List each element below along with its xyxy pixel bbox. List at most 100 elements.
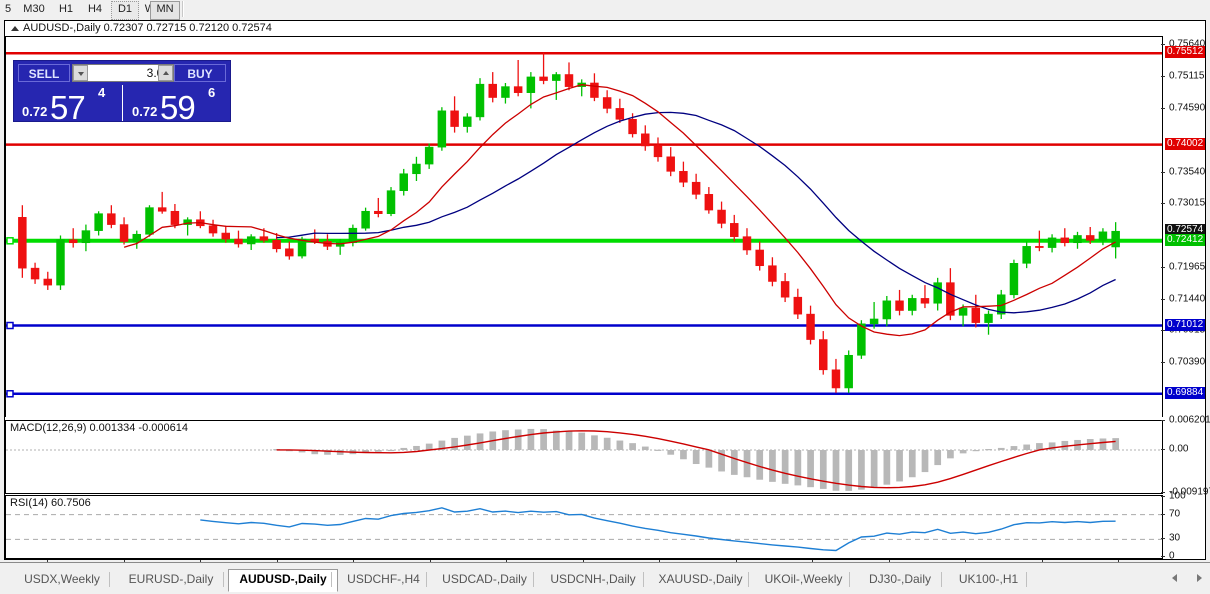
chart-tab-dj30-daily[interactable]: DJ30-,Daily (868, 572, 931, 586)
sell-price-prefix: 0.72 (22, 104, 48, 119)
rsi-tick (1161, 496, 1165, 497)
chart-title: AUDUSD-,Daily 0.72307 0.72715 0.72120 0.… (23, 22, 272, 34)
chevron-up-icon (163, 71, 169, 75)
toolbar-separator (182, 1, 184, 17)
macd-chart (6, 428, 1162, 491)
tab-separator (426, 572, 427, 587)
timeframe-toolbar: 5 M30 H1 H4 D1 W1 MN (0, 0, 1210, 20)
sell-button[interactable]: SELL (18, 64, 70, 82)
price-tick-label: 0.71440 (1169, 293, 1206, 305)
price-tag-red[interactable]: 0.74002 (1165, 137, 1206, 150)
one-click-trading-panel[interactable]: SELL 3.00 BUY 0.72 57 4 0.7 (13, 60, 232, 126)
price-tick-label: 0.70390 (1169, 356, 1206, 368)
price-tick (1161, 44, 1165, 46)
price-tick (1161, 203, 1165, 205)
price-tick-label: 0.75115 (1169, 70, 1205, 82)
trade-panel-divider (122, 85, 123, 121)
chart-tab-usdchf-h4[interactable]: USDCHF-,H4 (347, 572, 420, 586)
macd-tick (1161, 420, 1165, 421)
rsi-scale: 100 70 30 0 (1161, 491, 1205, 562)
sell-price-fraction: 4 (98, 85, 106, 100)
rsi-tick-label: 100 (1169, 490, 1186, 502)
macd-tick (1161, 448, 1165, 450)
price-tick (1161, 330, 1165, 332)
scroll-right-icon[interactable] (1197, 574, 1202, 582)
price-tick (1161, 266, 1165, 268)
rsi-tick (1161, 513, 1165, 515)
rsi-tick-label: 70 (1169, 508, 1181, 520)
tab-separator (643, 572, 644, 587)
price-tag-green[interactable]: 0.72412 (1165, 233, 1206, 246)
chart-tab-xauusd-daily[interactable]: XAUUSD-,Daily (658, 572, 743, 586)
price-tick (1161, 76, 1165, 78)
candlestick-chart (6, 51, 1162, 398)
chart-tab-ukoil-weekly[interactable]: UKOil-,Weekly (764, 572, 843, 586)
price-tick (1161, 298, 1165, 300)
tab-separator (109, 572, 110, 587)
chart-tab-usdcnh-daily[interactable]: USDCNH-,Daily (550, 572, 636, 586)
price-tick (1161, 108, 1165, 109)
chart-tab-bar: USDX,Weekly EURUSD-,Daily AUDUSD-,Daily USD… (0, 562, 1210, 594)
chart-tab-usdx-weekly[interactable]: USDX,Weekly (24, 572, 100, 586)
chart-tab-eurusd-daily[interactable]: EURUSD-,Daily (128, 572, 214, 586)
scroll-left-icon[interactable] (1172, 574, 1177, 582)
volume-input[interactable]: 3.00 (72, 64, 174, 82)
tab-separator (223, 572, 224, 587)
tab-separator (849, 572, 850, 587)
price-tick-label: 0.71965 (1169, 261, 1206, 273)
tab-scroll-arrows[interactable] (1170, 571, 1204, 587)
buy-price-fraction: 6 (208, 85, 216, 100)
chevron-down-icon (78, 72, 84, 76)
price-tick-label: 0.73015 (1169, 197, 1206, 209)
price-tick-label: 0.75640 (1169, 38, 1206, 50)
sell-price-big: 57 (50, 89, 86, 126)
macd-pane[interactable]: MACD(12,26,9) 0.001334 -0.000614 (5, 420, 1163, 494)
rsi-tick-label: 30 (1169, 532, 1181, 544)
timeframe-button-5[interactable]: 5 (4, 3, 12, 15)
price-tick-label: 0.74590 (1169, 102, 1206, 114)
trade-panel-top: SELL 3.00 BUY (14, 61, 230, 85)
tab-separator (331, 572, 332, 587)
price-tag-black[interactable]: 0.72574 (1165, 223, 1206, 236)
chart-tab-audusd-daily[interactable]: AUDUSD-,Daily (228, 569, 338, 592)
macd-tick (1161, 492, 1165, 493)
tab-separator (941, 572, 942, 587)
price-tag-red[interactable]: 0.75512 (1165, 46, 1206, 59)
macd-label: MACD(12,26,9) 0.001334 -0.000614 (10, 422, 188, 434)
buy-price-big: 59 (160, 89, 196, 126)
buy-button[interactable]: BUY (174, 64, 226, 82)
price-tag-blue[interactable]: 0.71012 (1165, 318, 1206, 331)
tab-separator (533, 572, 534, 587)
rsi-tick-label: 0 (1169, 550, 1175, 562)
rsi-tick (1161, 538, 1165, 540)
buy-price-quote[interactable]: 0.72 59 6 (124, 85, 232, 126)
timeframe-button-mn[interactable]: MN (150, 1, 180, 20)
volume-decrement-button[interactable] (73, 65, 88, 81)
collapse-triangle-icon[interactable] (11, 26, 19, 31)
tab-separator (748, 572, 749, 587)
rsi-pane[interactable]: RSI(14) 60.7506 (5, 495, 1163, 559)
macd-scale: 0.006201 0.00 -0.009197 (1161, 415, 1210, 498)
macd-tick-label: 0.00 (1169, 443, 1189, 455)
price-tag-blue[interactable]: 0.69884 (1165, 386, 1206, 399)
chart-tab-uk100-h1[interactable]: UK100-,H1 (958, 572, 1019, 586)
timeframe-button-d1[interactable]: D1 (111, 1, 139, 20)
timeframe-button-h1[interactable]: H1 (58, 3, 74, 15)
price-tick (1161, 171, 1165, 173)
price-scale[interactable]: 0.75640 0.75115 0.74590 0.73540 0.73015 0.719… (1161, 36, 1206, 417)
price-tick-label: 0.73540 (1169, 166, 1206, 178)
buy-price-prefix: 0.72 (132, 104, 158, 119)
timeframe-button-m30[interactable]: M30 (23, 3, 45, 15)
volume-increment-button[interactable] (158, 65, 173, 81)
macd-tick-label: -0.009197 (1169, 486, 1210, 498)
rsi-label: RSI(14) 60.7506 (10, 497, 91, 509)
macd-tick-label: 0.006201 (1169, 414, 1210, 426)
price-tick (1161, 362, 1165, 364)
sell-price-quote[interactable]: 0.72 57 4 (14, 85, 122, 126)
chart-frame: AUDUSD-,Daily 0.72307 0.72715 0.72120 0.… (4, 20, 1210, 574)
chart-tab-usdcad-daily[interactable]: USDCAD-,Daily (442, 572, 527, 586)
timeframe-button-h4[interactable]: H4 (87, 3, 103, 15)
tab-separator (1026, 572, 1027, 587)
rsi-tick (1161, 556, 1165, 557)
